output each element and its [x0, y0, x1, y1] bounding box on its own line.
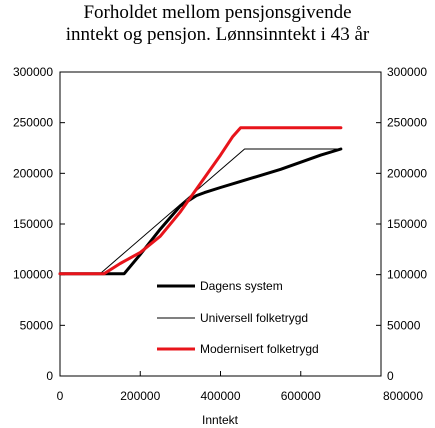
left-y-axis: 0 50000 100000 150000 200000 250000 300000	[13, 65, 65, 383]
y-tick-label-left: 0	[46, 369, 53, 383]
plot-area	[59, 71, 382, 377]
y-tick-label-right: 250000	[387, 116, 427, 130]
legend-label: Dagens system	[200, 279, 283, 293]
chart-title-line-1: Forholdet mellom pensjonsgivende	[83, 2, 352, 23]
y-tick-label-left: 300000	[13, 65, 53, 79]
legend: Dagens system Universell folketrygd Modern…	[157, 279, 319, 356]
y-tick-label-right: 100000	[387, 268, 427, 282]
series-lines	[58, 126, 343, 276]
x-tick-label: 600000	[281, 389, 321, 403]
x-tick-label: 0	[57, 389, 64, 403]
y-tick-label-right: 300000	[387, 65, 427, 79]
y-tick-label-right: 150000	[387, 217, 427, 231]
series-line-dagens-system	[58, 147, 343, 276]
legend-label: Universell folketrygd	[200, 311, 308, 325]
series-line-universell-folketrygd	[59, 148, 342, 275]
series-line-modernisert-folketrygd	[58, 126, 343, 276]
x-tick-label: 200000	[120, 389, 160, 403]
y-tick-label-left: 50000	[20, 318, 54, 332]
y-tick-label-left: 200000	[13, 166, 53, 180]
y-tick-label-left: 150000	[13, 217, 53, 231]
x-axis: 0 200000 400000 600000 800000	[57, 371, 423, 403]
y-tick-label-right: 200000	[387, 166, 427, 180]
chart-title: Forholdet mellom pensjonsgivende inntekt…	[0, 2, 435, 46]
y-tick-label-left: 250000	[13, 116, 53, 130]
x-tick-label: 800000	[383, 389, 423, 403]
x-tick-label: 400000	[200, 389, 240, 403]
y-tick-label-right: 0	[387, 369, 394, 383]
chart-title-line-2: inntekt og pensjon. Lønnsinntekt i 43 år	[65, 24, 370, 45]
y-tick-label-left: 100000	[13, 268, 53, 282]
right-y-axis: 0 50000 100000 150000 200000 250000 300000	[376, 65, 427, 383]
y-tick-label-right: 50000	[387, 318, 421, 332]
legend-label: Modernisert folketrygd	[200, 342, 319, 356]
x-axis-label: Inntekt	[202, 413, 239, 427]
